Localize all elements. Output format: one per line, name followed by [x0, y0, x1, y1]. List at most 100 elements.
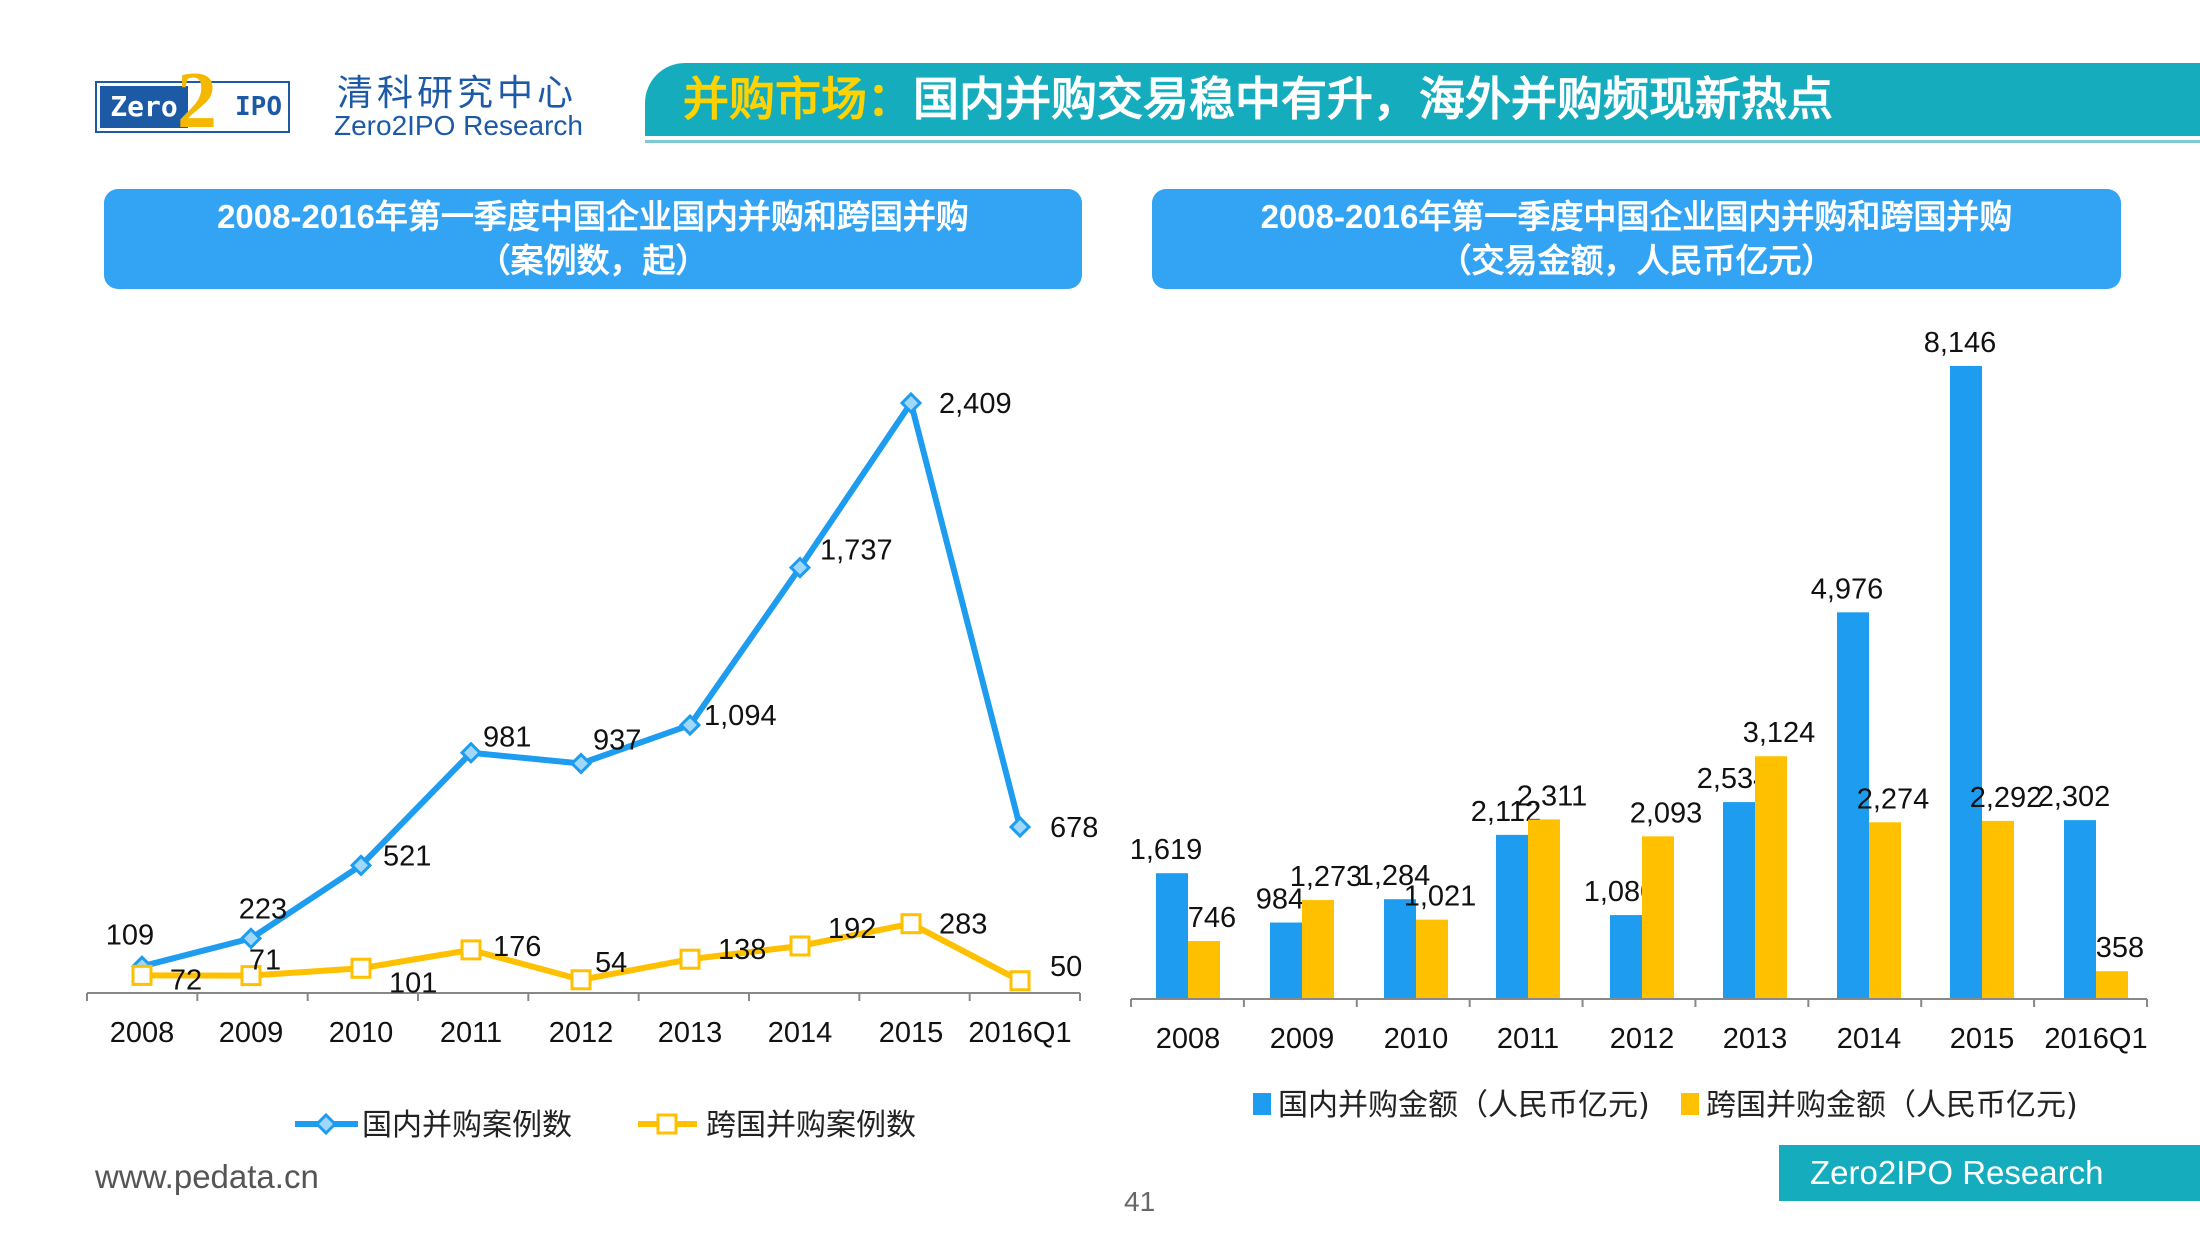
footer-brand: Zero2IPO Research — [1779, 1145, 2200, 1201]
data-label: 746 — [1188, 902, 1236, 934]
data-point-diamond — [569, 752, 593, 775]
title-banner — [645, 63, 2200, 136]
x-tick-label: 2010 — [329, 1017, 394, 1049]
data-label: 8,146 — [1924, 327, 1997, 359]
x-tick-label: 2009 — [1270, 1023, 1335, 1055]
title-highlight: 并购市场： — [683, 73, 913, 125]
x-tick-label: 2009 — [219, 1017, 284, 1049]
data-label: 937 — [593, 725, 641, 757]
logo-left-text: Zero — [100, 86, 188, 128]
data-label: 981 — [483, 722, 531, 754]
data-point-diamond — [349, 854, 373, 877]
legend-label-cross-border: 跨国并购案例数 — [706, 1108, 916, 1143]
bar-domestic — [1270, 922, 1302, 999]
x-tick-label: 2008 — [1156, 1023, 1221, 1055]
data-label: 2,093 — [1630, 797, 1703, 829]
x-tick-label: 2013 — [658, 1017, 723, 1049]
data-point-square — [131, 964, 153, 986]
bar-domestic — [1723, 802, 1755, 999]
data-point-square — [240, 965, 262, 987]
data-label: 1,021 — [1404, 881, 1477, 913]
x-tick-label: 2012 — [549, 1017, 614, 1049]
x-tick-label: 2011 — [1497, 1023, 1559, 1055]
data-label: 2,292 — [1970, 782, 2043, 814]
title-rest: 国内并购交易稳中有升，海外并购频现新热点 — [913, 73, 1833, 125]
chart2-title-line2: （交易金额，人民币亿元） — [1438, 242, 1835, 279]
data-point-square — [679, 948, 701, 970]
data-label: 223 — [239, 893, 287, 925]
data-label: 283 — [939, 909, 987, 941]
data-point-square — [789, 935, 811, 957]
data-point-diamond — [459, 741, 483, 764]
website-link[interactable]: www.pedata.cn — [95, 1158, 319, 1195]
data-label: 1,737 — [820, 535, 893, 567]
logo-digit: 2 — [177, 57, 217, 145]
legend-label-cross-border: 跨国并购金额（人民币亿元) — [1706, 1088, 2078, 1123]
x-tick-label: 2008 — [110, 1017, 175, 1049]
x-tick-label: 2014 — [768, 1017, 833, 1049]
x-tick-label: 2015 — [1950, 1023, 2015, 1055]
data-label: 2,274 — [1857, 783, 1930, 815]
data-label: 138 — [718, 934, 766, 966]
data-point-square — [460, 939, 482, 961]
chart2-title: 2008-2016年第一季度中国企业国内并购和跨国并购 （交易金额，人民币亿元） — [1152, 189, 2121, 289]
legend-swatch-cross-border — [1681, 1093, 1699, 1115]
bar-cross-border — [1188, 941, 1220, 999]
chart1-title: 2008-2016年第一季度中国企业国内并购和跨国并购 （案例数，起） — [104, 189, 1082, 289]
legend-diamond-icon — [314, 1112, 338, 1136]
data-label: 358 — [2096, 932, 2144, 964]
data-label: 1,273 — [1290, 861, 1363, 893]
data-label: 1,094 — [704, 700, 777, 732]
data-point-square — [570, 969, 592, 991]
data-label: 101 — [389, 967, 437, 999]
bar-cross-border — [1642, 836, 1674, 999]
data-label: 678 — [1050, 812, 1098, 844]
data-point-square — [350, 957, 372, 979]
page-title: 并购市场：国内并购交易稳中有升，海外并购频现新热点 — [683, 68, 1833, 130]
legend-square-icon — [656, 1113, 678, 1135]
bar-domestic — [1837, 612, 1869, 999]
data-label: 1,284 — [1358, 860, 1431, 892]
data-label: 192 — [828, 913, 876, 945]
data-label: 2,311 — [1517, 780, 1587, 812]
x-tick-label: 2016Q1 — [2044, 1023, 2147, 1055]
data-label: 2,409 — [939, 388, 1012, 420]
bar-cross-border — [1416, 919, 1448, 999]
data-point-diamond — [678, 713, 702, 737]
data-point-square — [1009, 970, 1031, 992]
bar-domestic — [1156, 873, 1188, 999]
data-label: 521 — [383, 840, 431, 872]
data-point-diamond — [788, 556, 812, 579]
org-name-en: Zero2IPO Research — [334, 110, 583, 141]
chart2-title-line1: 2008-2016年第一季度中国企业国内并购和跨国并购 — [1260, 198, 2013, 235]
data-point-diamond — [1008, 815, 1032, 839]
data-label: 176 — [493, 931, 541, 963]
data-point-diamond — [899, 391, 923, 415]
data-label: 50 — [1050, 951, 1082, 983]
x-tick-label: 2016Q1 — [968, 1017, 1071, 1049]
bar-domestic — [1496, 834, 1528, 999]
x-tick-label: 2011 — [440, 1017, 502, 1049]
x-tick-label: 2010 — [1384, 1023, 1449, 1055]
data-label: 2,302 — [2038, 781, 2111, 813]
logo-right-text: IPO — [235, 92, 282, 122]
data-point-square — [900, 913, 922, 935]
bar-cross-border — [1528, 819, 1560, 999]
logo: Zero 2 IPO — [95, 61, 290, 141]
chart1-title-line2: （案例数，起） — [477, 242, 709, 279]
data-label: 4,976 — [1811, 573, 1884, 605]
bar-cross-border — [1302, 900, 1334, 999]
data-label: 72 — [170, 964, 202, 996]
series-line-domestic — [141, 400, 1023, 970]
legend-label-domestic: 国内并购案例数 — [362, 1108, 572, 1143]
data-label: 54 — [595, 947, 627, 979]
banner-divider — [645, 140, 2200, 143]
legend-swatch-domestic — [1253, 1093, 1271, 1115]
data-label: 1,619 — [1130, 834, 1203, 866]
x-tick-label: 2013 — [1723, 1023, 1788, 1055]
bar-cross-border — [2096, 971, 2128, 999]
bar-domestic — [1610, 915, 1642, 999]
x-tick-label: 2012 — [1610, 1023, 1675, 1055]
data-point-diamond — [239, 927, 263, 950]
